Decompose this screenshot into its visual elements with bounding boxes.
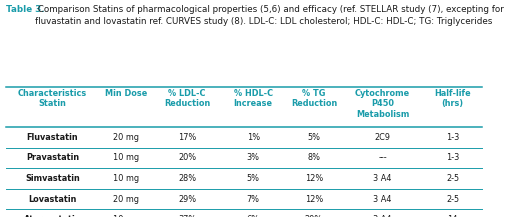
Text: 20 mg: 20 mg [114,133,139,142]
Text: 2-5: 2-5 [446,174,459,183]
Text: 17%: 17% [178,133,196,142]
Text: 1%: 1% [247,133,260,142]
Text: 10 mg: 10 mg [114,153,139,162]
Text: 5%: 5% [247,174,260,183]
Text: 2-5: 2-5 [446,195,459,204]
Text: 12%: 12% [305,174,323,183]
Text: % HDL-C
Increase: % HDL-C Increase [233,89,273,108]
Text: Characteristics
Statin: Characteristics Statin [18,89,87,108]
Text: 7%: 7% [247,195,260,204]
Text: 28%: 28% [178,174,196,183]
Text: 6%: 6% [247,215,260,217]
Text: 2C9: 2C9 [374,133,391,142]
Text: Lovastatin: Lovastatin [29,195,77,204]
Text: % TG
Reduction: % TG Reduction [291,89,337,108]
Text: Simvastatin: Simvastatin [25,174,80,183]
Text: 20 mg: 20 mg [114,195,139,204]
Text: 20%: 20% [305,215,323,217]
Text: 10 mg: 10 mg [114,215,139,217]
Text: 8%: 8% [307,153,320,162]
Text: 5%: 5% [307,133,320,142]
Text: 1-3: 1-3 [446,153,459,162]
Text: 20%: 20% [178,153,196,162]
Text: 3%: 3% [247,153,260,162]
Text: Atorvastatin: Atorvastatin [24,215,81,217]
Text: ---: --- [378,153,387,162]
Text: 10 mg: 10 mg [114,174,139,183]
Text: 3 A4: 3 A4 [373,195,392,204]
Text: 14: 14 [447,215,458,217]
Text: Comparison Statins of pharmacological properties (5,6) and efficacy (ref. STELLA: Comparison Statins of pharmacological pr… [35,5,504,26]
Text: 12%: 12% [305,195,323,204]
Text: Pravastatin: Pravastatin [26,153,79,162]
Text: Fluvastatin: Fluvastatin [27,133,78,142]
Text: Cytochrome
P450
Metabolism: Cytochrome P450 Metabolism [355,89,410,119]
Text: Min Dose: Min Dose [105,89,148,97]
Text: 37%: 37% [178,215,196,217]
Text: Table 3.: Table 3. [6,5,45,14]
Text: 3 A4: 3 A4 [373,174,392,183]
Text: 1-3: 1-3 [446,133,459,142]
Text: % LDL-C
Reduction: % LDL-C Reduction [164,89,210,108]
Text: 29%: 29% [178,195,196,204]
Text: Half-life
(hrs): Half-life (hrs) [434,89,471,108]
Text: 3 A4: 3 A4 [373,215,392,217]
